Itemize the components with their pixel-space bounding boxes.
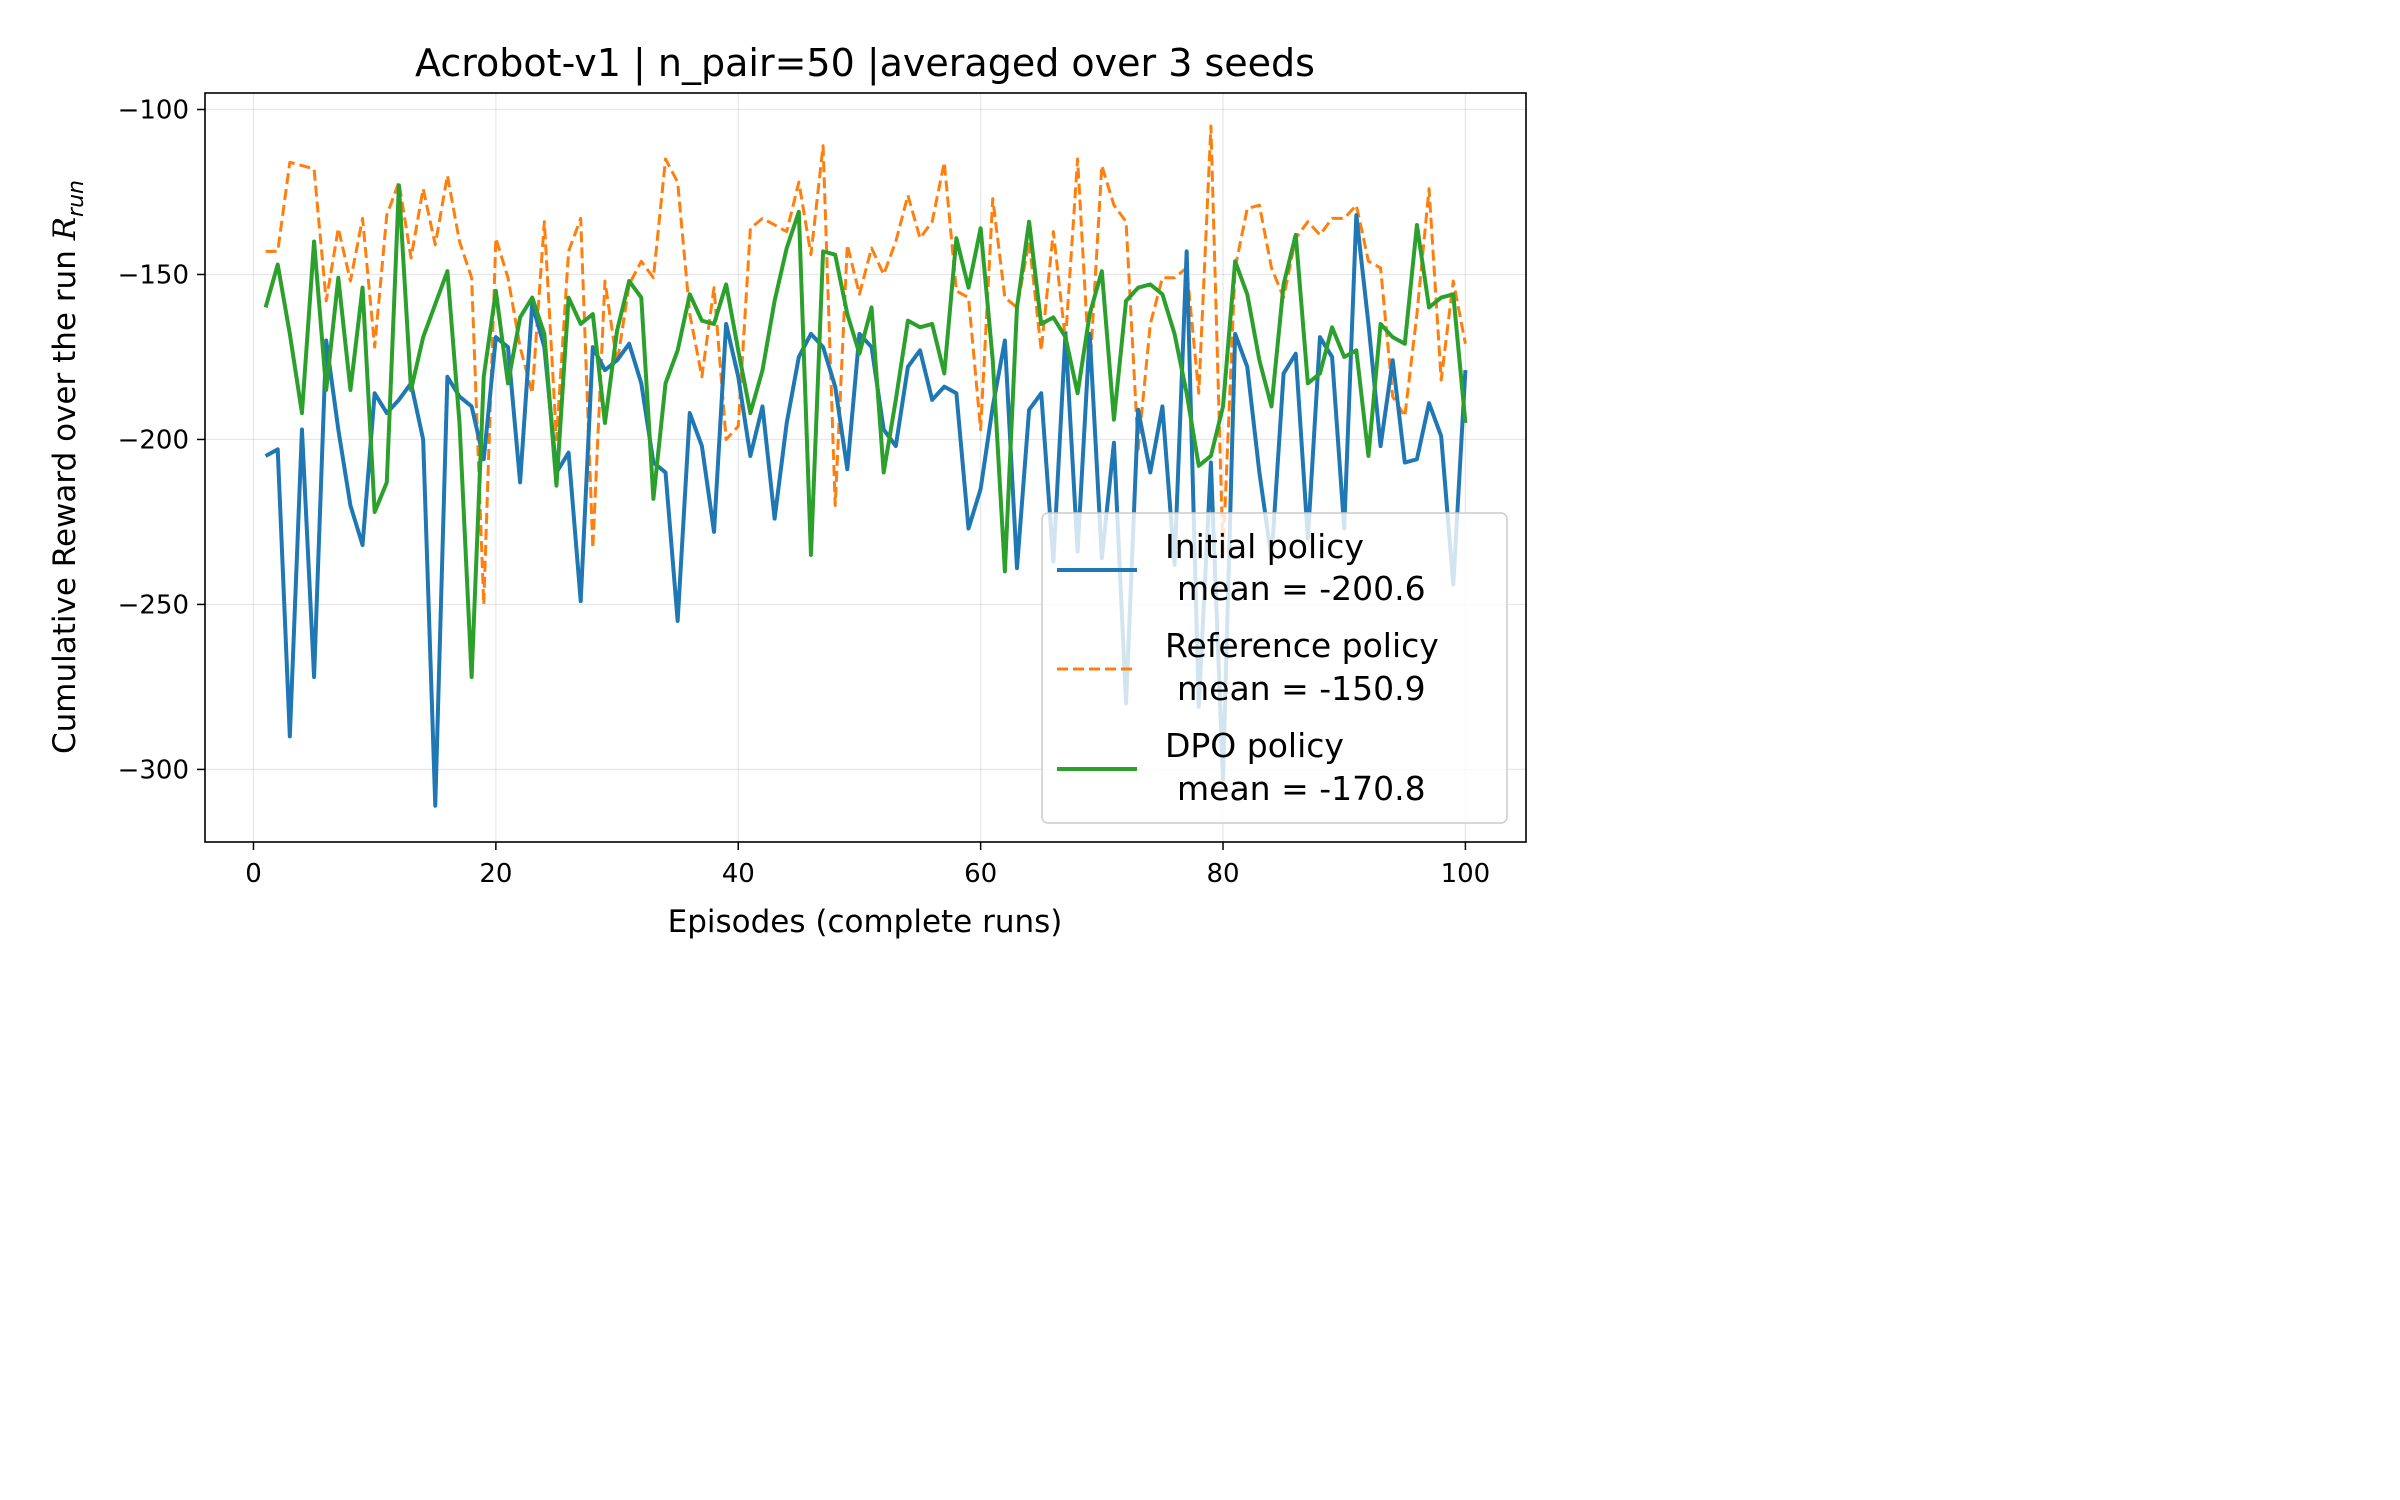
x-tick-label: 60 (964, 859, 997, 889)
series-line-dpo-policy (263, 183, 1468, 680)
y-tick-label: −300 (118, 755, 189, 785)
plot-frame (204, 92, 1527, 843)
chart-title: Acrobot-v1 | n_pair=50 |averaged over 3 … (415, 41, 1315, 86)
legend-label-initial: Initial policy (1165, 527, 1364, 566)
series-line-reference-policy (265, 124, 1467, 606)
legend-mean-dpo: mean = -170.8 (1177, 769, 1426, 808)
y-axis-label-symbol: R (47, 217, 83, 241)
legend-mean-initial: mean = -200.6 (1177, 569, 1426, 608)
y-tick-label: −200 (118, 425, 189, 455)
line-chart: 0 20 40 60 80 100 −100 −150 −200 −250 −300 Acrobot… (0, 0, 1568, 980)
y-tick-label: −250 (118, 590, 189, 620)
x-tick-label: 80 (1206, 859, 1239, 889)
y-axis-label: Cumulative Reward over the run Rrun (47, 180, 89, 754)
x-tick-label: 20 (479, 859, 512, 889)
x-tick-label: 100 (1441, 859, 1491, 889)
legend-box (1041, 512, 1508, 824)
y-tick-label: −150 (118, 260, 189, 290)
x-tick-label: 0 (245, 859, 262, 889)
axis-ticks: 0 20 40 60 80 100 −100 −150 −200 −250 −300 (118, 95, 1491, 889)
x-tick-label: 40 (722, 859, 755, 889)
x-axis-label: Episodes (complete runs) (668, 904, 1063, 940)
y-tick-label: −100 (118, 95, 189, 125)
legend-mean-reference: mean = -150.9 (1177, 669, 1426, 708)
legend: Initial policy mean = -200.6 Reference p… (1041, 512, 1508, 824)
y-axis-label-text: Cumulative Reward over the run (47, 240, 83, 754)
legend-label-dpo: DPO policy (1165, 726, 1344, 765)
y-axis-label-subscript: run (64, 180, 89, 217)
figure-background (0, 0, 1568, 980)
legend-label-reference: Reference policy (1165, 626, 1439, 665)
